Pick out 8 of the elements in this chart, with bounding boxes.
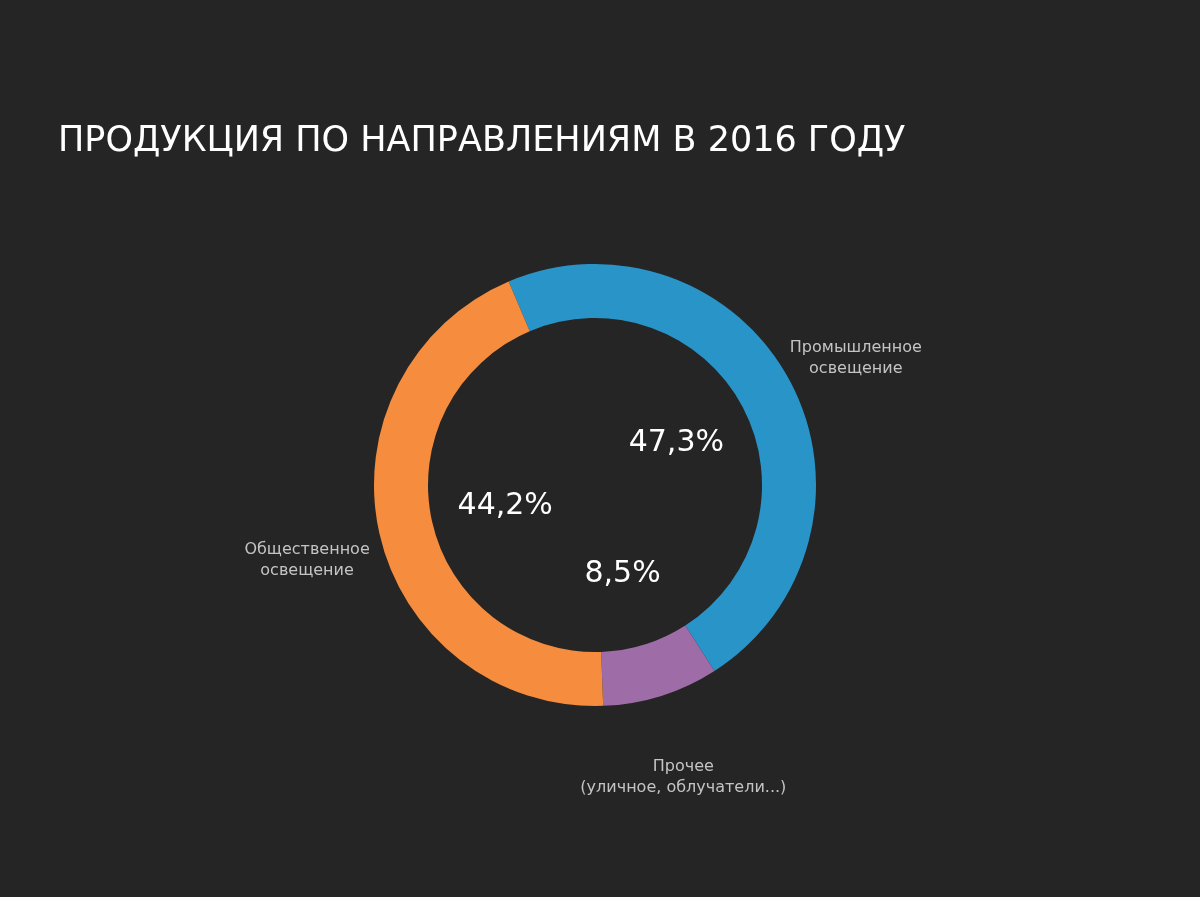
donut-slice (601, 625, 715, 706)
data-label: 47,3% (628, 423, 724, 459)
slice-label: Промышленное освещение (789, 337, 922, 378)
data-label: 44,2% (457, 486, 553, 522)
slice-label: Прочее (уличное, облучатели...) (580, 756, 787, 797)
data-label: 8,5% (584, 553, 661, 589)
slice-label: Общественное освещение (244, 539, 370, 580)
chart-title: ПРОДУКЦИЯ ПО НАПРАВЛЕНИЯМ В 2016 ГОДУ (58, 119, 906, 159)
